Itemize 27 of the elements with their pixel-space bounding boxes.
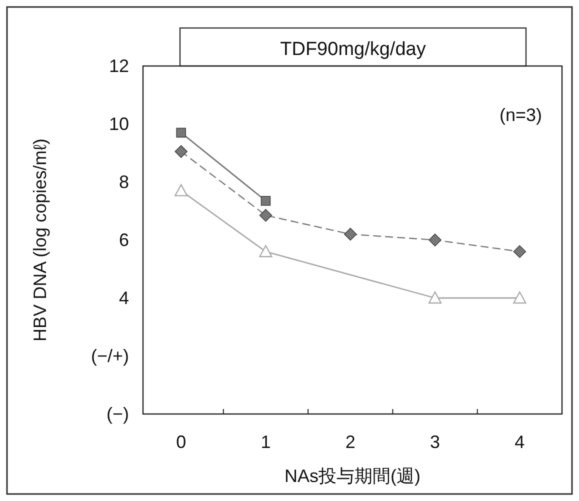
- x-tick-label: 0: [176, 432, 186, 452]
- x-tick-label: 2: [345, 432, 356, 452]
- point: [344, 228, 357, 241]
- x-axis-title: NAs投与期間(週): [284, 466, 420, 486]
- y-tick-label: 4: [118, 288, 129, 308]
- chart-title: TDF90mg/kg/day: [280, 39, 426, 60]
- point: [513, 291, 526, 304]
- point: [259, 245, 272, 258]
- y-tick-label: 6: [118, 230, 129, 250]
- y-axis-title: HBV DNA (log copies/mℓ): [30, 138, 50, 342]
- point: [513, 245, 526, 258]
- y-tick-label: 12: [108, 56, 129, 76]
- point: [174, 145, 188, 158]
- point: [428, 234, 442, 246]
- point: [259, 208, 272, 222]
- x-tick-label: 4: [514, 432, 525, 452]
- y-tick-label: (−/+): [90, 346, 129, 366]
- y-tick-label: 8: [118, 172, 129, 192]
- x-tick-label: 1: [260, 432, 271, 452]
- y-tick-label: (−): [106, 404, 129, 424]
- y-tick-label: 10: [108, 114, 129, 134]
- annotation: (n=3): [499, 105, 542, 125]
- x-tick-label: 3: [430, 432, 440, 452]
- point: [174, 184, 188, 196]
- point: [428, 291, 442, 304]
- point: [176, 128, 186, 138]
- point: [260, 196, 271, 206]
